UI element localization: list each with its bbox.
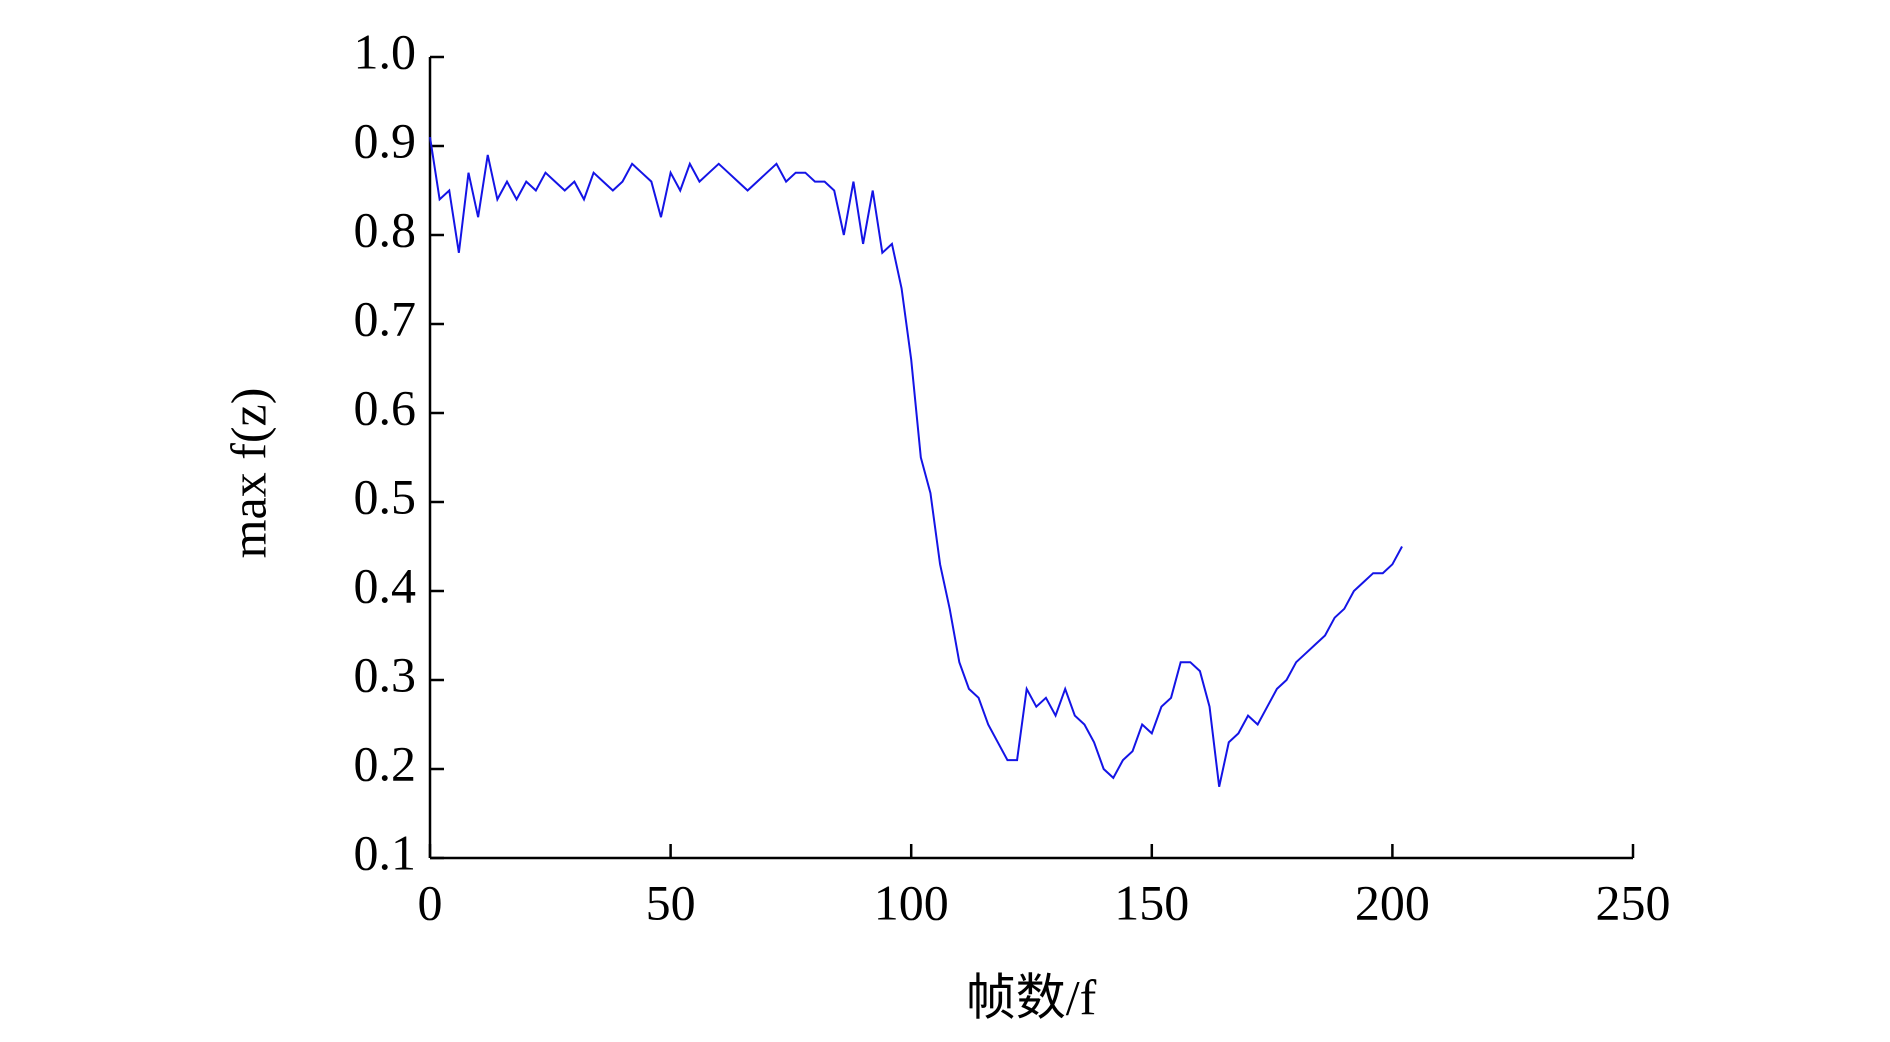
y-axis-label: max f(z)	[220, 388, 276, 559]
data-line	[429, 136, 1403, 788]
x-tick-label: 100	[874, 874, 949, 930]
y-tick-label: 0.3	[354, 646, 417, 702]
x-tick-label: 50	[646, 874, 696, 930]
y-tick-label: 0.8	[354, 201, 417, 257]
y-tick-label: 0.1	[354, 824, 417, 880]
x-tick-label: 150	[1114, 874, 1189, 930]
y-tick-label: 0.2	[354, 735, 417, 791]
y-tick-label: 1.0	[354, 23, 417, 79]
x-tick-label: 250	[1596, 874, 1671, 930]
y-tick-label: 0.4	[354, 557, 417, 613]
x-axis-label: 帧数/f	[966, 969, 1097, 1025]
y-tick-label: 0.9	[354, 112, 417, 168]
y-tick-label: 0.7	[354, 290, 417, 346]
x-tick-label: 0	[418, 874, 443, 930]
y-tick-label: 0.5	[354, 468, 417, 524]
x-tick-label: 200	[1355, 874, 1430, 930]
y-tick-label: 0.6	[354, 379, 417, 435]
